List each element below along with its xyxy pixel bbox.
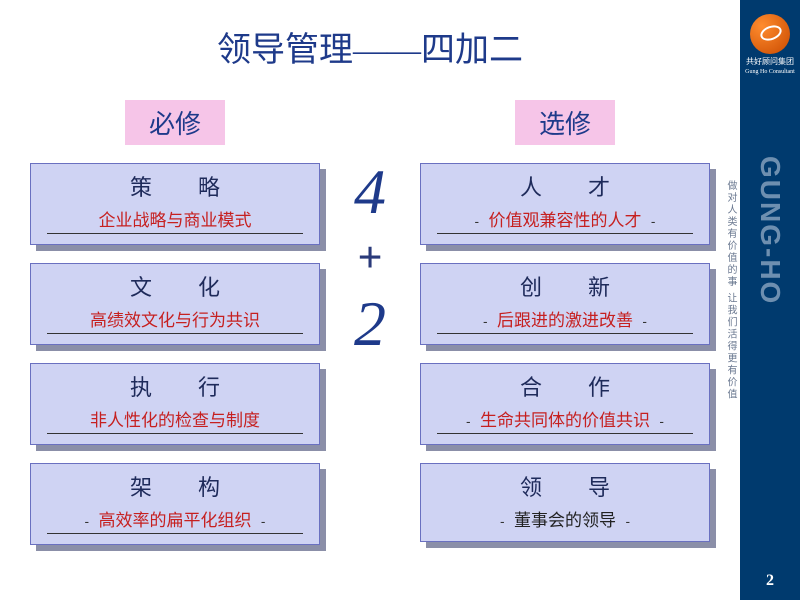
card-title: 创 新	[429, 270, 701, 302]
page-number: 2	[766, 572, 774, 590]
card-sub-wrap: - 后跟进的激进改善 -	[437, 306, 693, 334]
numeral-2: 2	[325, 292, 415, 356]
card-sub-wrap: - 高效率的扁平化组织 -	[47, 506, 303, 534]
card-sub: 价值观兼容性的人才	[488, 211, 641, 230]
center-operators: 4 + 2	[325, 160, 415, 356]
card: 创 新 - 后跟进的激进改善 -	[420, 263, 710, 345]
card-sub: 董事会的领导	[514, 511, 616, 530]
card: 文 化高绩效文化与行为共识	[30, 263, 320, 345]
card-sub: 企业战略与商业模式	[98, 211, 251, 230]
card: 执 行非人性化的检查与制度	[30, 363, 320, 445]
numeral-4: 4	[325, 160, 415, 224]
left-items: 策 略企业战略与商业模式文 化高绩效文化与行为共识执 行非人性化的检查与制度架 …	[30, 163, 320, 545]
card-title: 合 作	[429, 370, 701, 402]
card-sub-wrap: - 生命共同体的价值共识 -	[437, 406, 693, 434]
vertical-caption: 做对人类有价值的事 让我们活得更有价值	[723, 180, 738, 401]
right-header: 选修	[515, 100, 615, 145]
card: 领 导 - 董事会的领导 -	[420, 463, 710, 542]
brand-vertical: GUNG-HO	[754, 156, 786, 305]
card-sub: 高效率的扁平化组织	[98, 511, 251, 530]
card: 架 构 - 高效率的扁平化组织 -	[30, 463, 320, 545]
logo-icon	[750, 14, 790, 54]
slide-title: 领导管理——四加二	[0, 22, 740, 71]
card-sub-wrap: - 董事会的领导 -	[498, 506, 631, 531]
card-title: 策 略	[39, 170, 311, 202]
card-sub-wrap: 企业战略与商业模式	[47, 206, 303, 234]
card-sub-wrap: 非人性化的检查与制度	[47, 406, 303, 434]
card-sub: 非人性化的检查与制度	[90, 411, 260, 430]
card-title: 执 行	[39, 370, 311, 402]
card-sub-wrap: 高绩效文化与行为共识	[47, 306, 303, 334]
card: 合 作 - 生命共同体的价值共识 -	[420, 363, 710, 445]
logo-text: 共好顾问集团 Gung Ho Consultant	[745, 58, 795, 76]
card-sub: 后跟进的激进改善	[497, 311, 633, 330]
card-title: 人 才	[429, 170, 701, 202]
card-title: 领 导	[429, 470, 701, 502]
card-title: 文 化	[39, 270, 311, 302]
card: 策 略企业战略与商业模式	[30, 163, 320, 245]
plus-sign: +	[325, 236, 415, 280]
card-title: 架 构	[39, 470, 311, 502]
left-column: 必修 策 略企业战略与商业模式文 化高绩效文化与行为共识执 行非人性化的检查与制…	[30, 100, 320, 563]
right-items: 人 才 - 价值观兼容性的人才 - 创 新 - 后跟进的激进改善 - 合 作 - 生命共同…	[420, 163, 710, 542]
sidebar: 共好顾问集团 Gung Ho Consultant GUNG-HO 2	[740, 0, 800, 600]
right-column: 选修 人 才 - 价值观兼容性的人才 - 创 新 - 后跟进的激进改善 - 合 作 - 生…	[420, 100, 710, 563]
card-sub-wrap: - 价值观兼容性的人才 -	[437, 206, 693, 234]
card-sub: 高绩效文化与行为共识	[90, 311, 260, 330]
right-header-wrap: 选修	[420, 100, 710, 145]
left-header-wrap: 必修	[30, 100, 320, 145]
card: 人 才 - 价值观兼容性的人才 -	[420, 163, 710, 245]
card-sub: 生命共同体的价值共识	[480, 411, 650, 430]
left-header: 必修	[125, 100, 225, 145]
